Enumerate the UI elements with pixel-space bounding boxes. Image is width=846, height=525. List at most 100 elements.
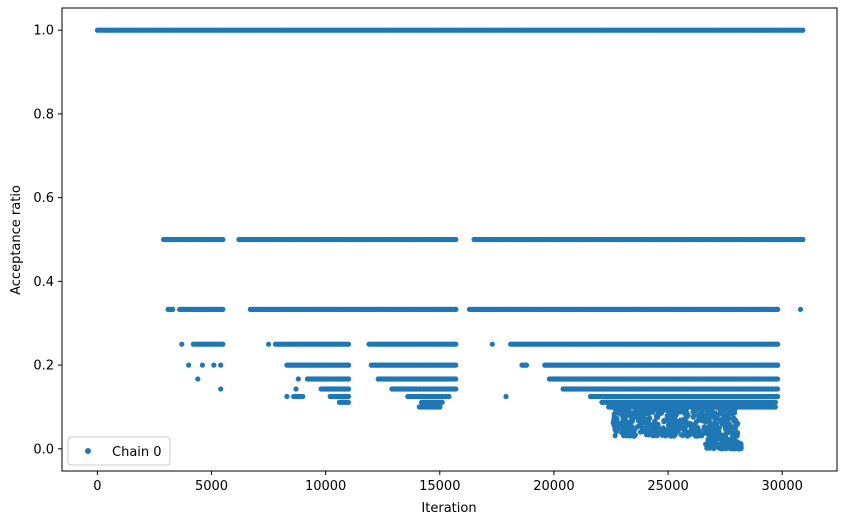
data-point bbox=[696, 412, 702, 418]
data-point bbox=[437, 404, 443, 410]
data-point bbox=[719, 439, 726, 445]
data-point bbox=[707, 419, 713, 425]
chain-0-points bbox=[94, 27, 806, 452]
data-point bbox=[295, 376, 301, 382]
data-point bbox=[695, 406, 701, 412]
data-point bbox=[673, 429, 679, 435]
data-point bbox=[724, 441, 730, 447]
data-point bbox=[663, 433, 669, 439]
data-point bbox=[731, 430, 737, 436]
data-point bbox=[613, 423, 619, 429]
data-point bbox=[703, 419, 709, 425]
data-point bbox=[211, 362, 217, 368]
data-point bbox=[729, 437, 736, 443]
data-point bbox=[775, 386, 781, 392]
data-point bbox=[734, 419, 740, 426]
data-point bbox=[716, 425, 722, 431]
y-tick-label: 0.6 bbox=[33, 191, 54, 206]
data-point bbox=[717, 445, 723, 451]
data-point bbox=[611, 413, 617, 419]
legend-box bbox=[67, 436, 171, 466]
data-point bbox=[218, 386, 224, 392]
data-point bbox=[664, 406, 670, 412]
data-point bbox=[684, 431, 690, 437]
data-point bbox=[711, 444, 717, 450]
data-point bbox=[656, 409, 662, 415]
data-point bbox=[453, 362, 459, 368]
data-point bbox=[775, 393, 781, 400]
data-point bbox=[692, 427, 698, 433]
x-axis-label: Iteration bbox=[421, 501, 476, 516]
data-point bbox=[670, 414, 676, 420]
data-point bbox=[772, 404, 779, 410]
data-point bbox=[612, 433, 618, 439]
data-point bbox=[640, 407, 646, 413]
data-point bbox=[671, 433, 677, 439]
data-point bbox=[619, 420, 625, 426]
data-point bbox=[635, 406, 642, 412]
data-point bbox=[691, 412, 697, 419]
data-point bbox=[345, 393, 352, 400]
data-point bbox=[644, 428, 651, 434]
data-point bbox=[266, 341, 272, 347]
data-point bbox=[712, 412, 718, 418]
data-point bbox=[179, 341, 185, 347]
data-point bbox=[647, 415, 653, 421]
x-tick-label: 25000 bbox=[647, 479, 688, 494]
data-point bbox=[721, 412, 727, 418]
data-point bbox=[678, 408, 684, 415]
legend-marker-chain-0 bbox=[85, 448, 91, 454]
data-point bbox=[695, 417, 701, 423]
data-point bbox=[523, 362, 530, 368]
x-tick-label: 5000 bbox=[195, 479, 228, 494]
x-tick-label: 15000 bbox=[419, 479, 460, 494]
data-point bbox=[705, 437, 711, 443]
data-point bbox=[707, 410, 714, 417]
data-point bbox=[655, 414, 661, 420]
data-point bbox=[772, 399, 779, 405]
y-axis: 0.0 0.2 0.4 0.6 0.8 1.0 bbox=[33, 24, 62, 457]
data-point bbox=[345, 376, 352, 382]
data-point bbox=[664, 413, 670, 419]
data-point bbox=[218, 362, 224, 368]
y-tick-label: 0.2 bbox=[33, 359, 54, 374]
data-point bbox=[775, 376, 781, 382]
data-point bbox=[699, 413, 706, 420]
data-point bbox=[453, 306, 459, 312]
data-point bbox=[627, 422, 634, 428]
y-tick-label: 0.8 bbox=[33, 107, 54, 122]
data-point bbox=[693, 431, 699, 437]
data-point bbox=[691, 406, 697, 412]
data-point bbox=[683, 423, 689, 429]
y-tick-label: 1.0 bbox=[33, 24, 54, 39]
data-point bbox=[668, 426, 674, 433]
data-point bbox=[628, 418, 635, 424]
data-point bbox=[713, 430, 719, 436]
data-point bbox=[714, 421, 720, 427]
data-point bbox=[619, 427, 625, 433]
x-tick-label: 10000 bbox=[305, 479, 346, 494]
data-point bbox=[684, 411, 690, 417]
data-point bbox=[622, 411, 628, 418]
data-point bbox=[722, 420, 728, 426]
data-point bbox=[631, 433, 637, 439]
data-point bbox=[726, 405, 732, 411]
data-point bbox=[453, 386, 459, 392]
data-point bbox=[698, 433, 704, 439]
data-point bbox=[800, 27, 806, 33]
data-point bbox=[345, 386, 352, 392]
axes-frame bbox=[61, 7, 838, 472]
data-point bbox=[671, 407, 677, 413]
x-tick-label: 20000 bbox=[533, 479, 574, 494]
data-point bbox=[732, 426, 738, 432]
data-point bbox=[220, 236, 226, 243]
x-axis: 0 5000 10000 15000 20000 25000 30000 bbox=[93, 471, 803, 494]
data-point bbox=[170, 306, 176, 312]
data-point bbox=[645, 410, 651, 416]
data-point bbox=[730, 416, 736, 422]
data-point bbox=[728, 411, 734, 417]
data-point bbox=[676, 418, 683, 424]
data-point bbox=[446, 393, 452, 400]
y-tick-label: 0.0 bbox=[33, 442, 54, 457]
